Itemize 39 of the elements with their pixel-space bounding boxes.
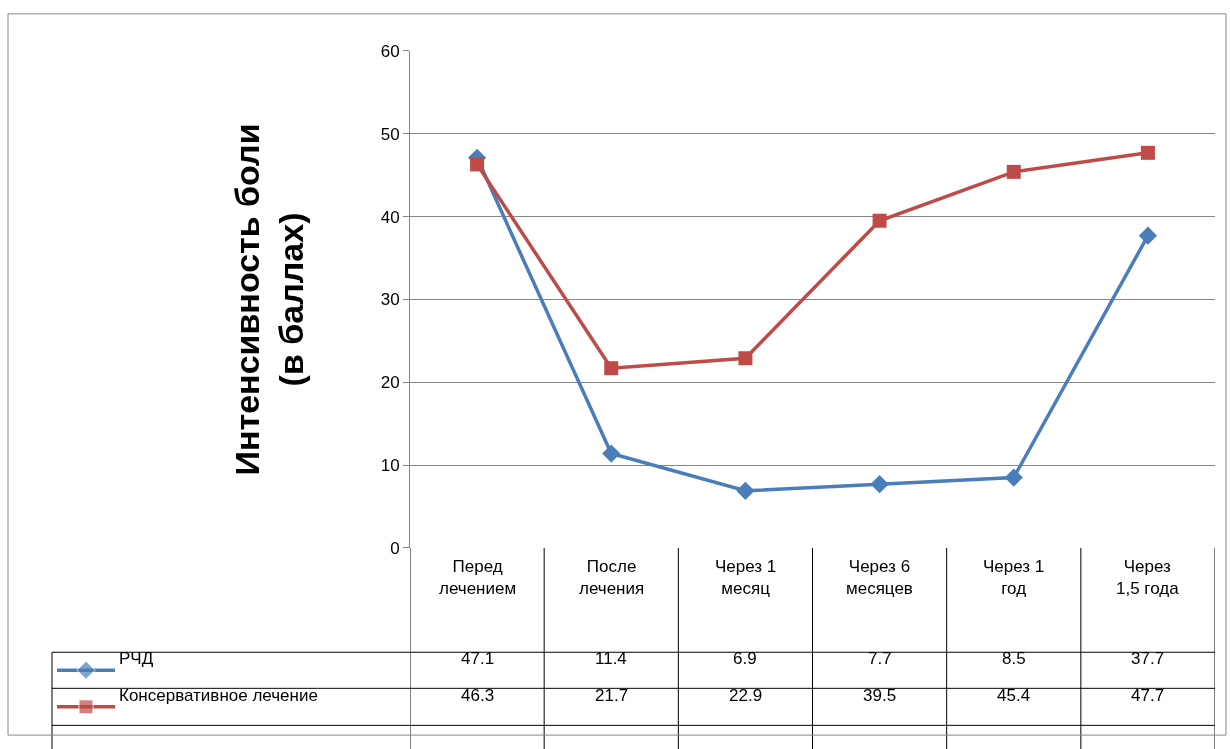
- point: [870, 475, 889, 494]
- data-label: 45.4: [997, 686, 1031, 705]
- point: [736, 481, 755, 500]
- y-axis-title: Интенсивность боли (в баллах): [227, 123, 310, 476]
- point: [604, 361, 619, 376]
- y-tick-label: 10: [380, 456, 400, 476]
- y-tick-label: 40: [380, 207, 400, 227]
- data-label: 39.5: [863, 686, 897, 705]
- data-label: 21.7: [595, 686, 629, 705]
- point: [602, 444, 621, 463]
- legend-label: Консервативное лечение: [119, 686, 318, 705]
- y-tick-label: 0: [390, 538, 400, 558]
- point: [738, 351, 753, 366]
- point: [1006, 164, 1021, 179]
- data-label: 37.7: [1131, 649, 1165, 668]
- data-label: 22.9: [729, 686, 763, 705]
- x-tick-label: Через 6 месяцев: [846, 557, 913, 599]
- data-label: 46.3: [461, 686, 495, 705]
- y-tick-label: 20: [380, 373, 400, 393]
- data-label: 8.5: [1002, 649, 1026, 668]
- data-label: 7.7: [868, 649, 892, 668]
- data-label: 47.7: [1131, 686, 1165, 705]
- y-tick-label: 50: [380, 124, 400, 144]
- point: [1140, 145, 1155, 160]
- data-label: 47.1: [461, 649, 495, 668]
- point: [1138, 226, 1158, 245]
- point: [872, 213, 887, 228]
- y-tick-label: 30: [380, 290, 400, 310]
- point: [470, 157, 485, 172]
- x-tick-label: После лечения: [579, 557, 645, 599]
- x-tick-label: Через 1 год: [983, 557, 1045, 599]
- data-label: 6.9: [733, 649, 757, 668]
- point: [1004, 468, 1023, 487]
- x-tick-label: Через 1,5 года: [1116, 557, 1180, 599]
- data-label: 11.4: [595, 649, 627, 668]
- x-tick-label: Через 1 месяц: [715, 557, 777, 599]
- legend-label: РЧД: [119, 649, 154, 668]
- x-tick-label: Перед лечением: [439, 557, 517, 599]
- y-tick-label: 60: [380, 41, 400, 61]
